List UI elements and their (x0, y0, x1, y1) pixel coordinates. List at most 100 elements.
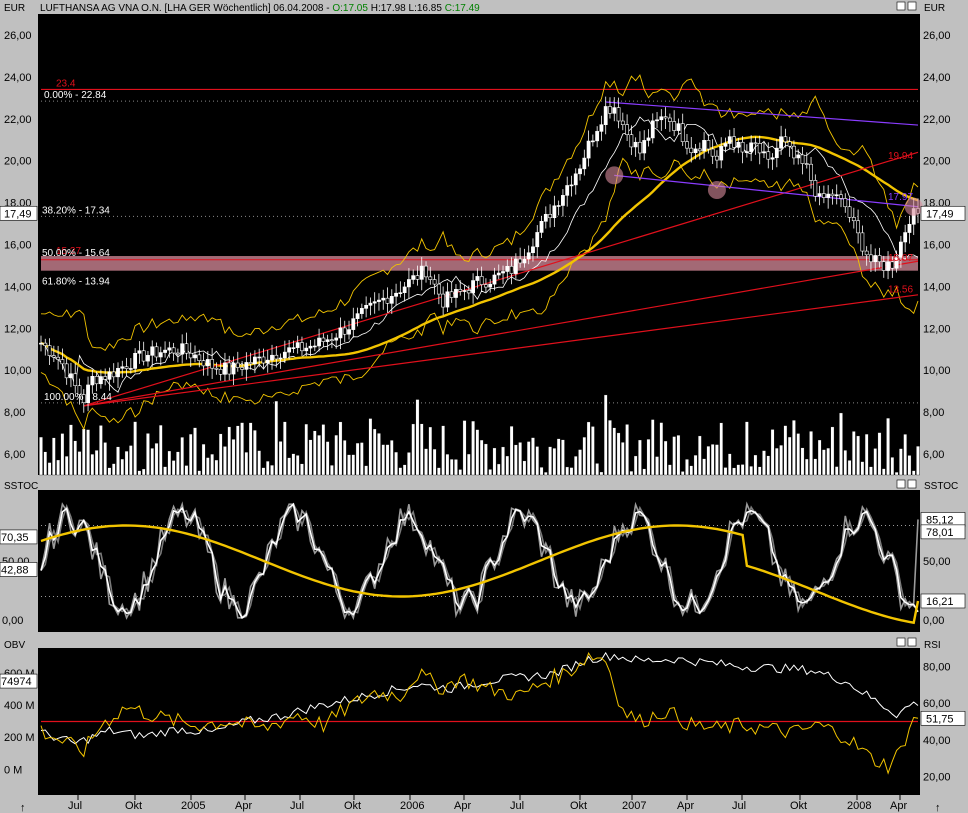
candle-body (381, 297, 386, 301)
panel-minimize-icon[interactable] (896, 1, 906, 11)
candle-body (77, 385, 82, 395)
volume-bar (60, 433, 65, 476)
candle-body (330, 339, 334, 341)
stoch-value-left: 70,35 (1, 532, 29, 544)
volume-bar (595, 463, 599, 476)
volume-bar (69, 424, 73, 476)
volume-bar (509, 426, 514, 476)
candle-body (90, 375, 95, 386)
price-panel[interactable] (38, 14, 920, 475)
candle-body (304, 347, 309, 352)
obv-left-label: OBV (4, 640, 25, 651)
candle-body (351, 318, 356, 330)
panel-close-icon[interactable] (907, 1, 917, 11)
volume-bar (847, 460, 852, 476)
volume-bar (890, 457, 895, 476)
candle-body (128, 368, 133, 370)
rsi-right-label: RSI (924, 640, 941, 651)
volume-bar (240, 422, 244, 476)
candle-body (124, 366, 129, 369)
volume-bar (39, 436, 43, 476)
candle-body (736, 141, 741, 148)
volume-bar (428, 426, 433, 476)
candle-body (873, 255, 878, 263)
stoch-axis-tick-left: 0,00 (2, 615, 23, 627)
candle-body (633, 141, 638, 148)
x-axis-label: 2008 (847, 800, 871, 812)
candle-body (244, 362, 249, 370)
volume-bar (616, 432, 621, 476)
volume-bar (834, 466, 839, 476)
candle-body (278, 357, 283, 360)
volume-bar (171, 460, 176, 476)
volume-bar (698, 435, 702, 476)
volume-bar (86, 429, 90, 476)
price-axis-tick-right: 14,00 (923, 281, 951, 293)
price-axis-tick-left: 22,00 (4, 114, 32, 126)
candle-body (43, 342, 48, 346)
sstoc-minimize-icon[interactable] (896, 479, 906, 489)
volume-bar (911, 470, 916, 476)
volume-bar (304, 423, 308, 476)
volume-bar (176, 451, 180, 476)
candle-body (154, 346, 159, 358)
volume-bar (334, 434, 338, 476)
volume-bar (659, 422, 664, 476)
volume-bar (124, 450, 129, 476)
x-axis-label: Okt (790, 800, 807, 812)
rsi-line (40, 651, 919, 745)
support-zone (41, 256, 918, 271)
candle-body (625, 124, 629, 135)
candle-body (338, 327, 343, 339)
candle-body (398, 292, 403, 294)
volume-bar (792, 420, 796, 476)
candle-body (531, 246, 535, 254)
price-axis-tick-right: 8,00 (923, 407, 944, 419)
candle-body (407, 279, 411, 288)
candle-body (235, 362, 240, 368)
volume-bar (770, 429, 775, 476)
candle-body (342, 327, 347, 335)
volume-bar (342, 440, 347, 476)
candle-body (638, 141, 642, 154)
volume-bar (90, 454, 95, 476)
obv-close-icon[interactable] (907, 637, 917, 647)
obv-axis-tick: 400 M (4, 700, 35, 712)
obv-minimize-icon[interactable] (896, 637, 906, 647)
volume-bar (347, 454, 351, 476)
candle-body (864, 250, 869, 256)
stoch-signal-line (40, 502, 919, 619)
candle-body (723, 143, 728, 147)
candle-body (257, 356, 262, 359)
volume-bar (206, 457, 210, 476)
volume-bar (805, 458, 809, 476)
stoch-value-tag-left (0, 529, 38, 545)
volume-bar (445, 454, 450, 476)
candle-body (193, 354, 197, 359)
candle-body (603, 106, 608, 125)
candle-body (834, 194, 839, 197)
volume-bar (693, 454, 698, 476)
candle-body (454, 289, 458, 298)
price-axis-tick-left: 26,00 (4, 30, 32, 42)
eur-right-label: EUR (924, 3, 945, 14)
x-axis-label: Jul (732, 800, 746, 812)
candle-body (133, 353, 138, 369)
sstoc-close-icon[interactable] (907, 479, 917, 489)
title-bar: EUR LUFTHANSA AG VNA O.N. [LHA GER Wöche… (4, 1, 945, 14)
candle-body (231, 362, 236, 375)
candle-body (830, 193, 835, 197)
stoch-value-left: 42,88 (1, 564, 29, 576)
candle-body (586, 140, 591, 159)
volume-bar (813, 458, 818, 476)
volume-bar (599, 471, 604, 476)
x-axis-label: Jul (510, 800, 524, 812)
stochastic-panel[interactable] (38, 490, 920, 632)
volume-bar (556, 438, 561, 476)
volume-bar (432, 448, 437, 476)
volume-bar (608, 420, 612, 476)
volume-bar (163, 466, 167, 476)
candle-body (582, 157, 587, 170)
volume-bar (184, 465, 189, 476)
